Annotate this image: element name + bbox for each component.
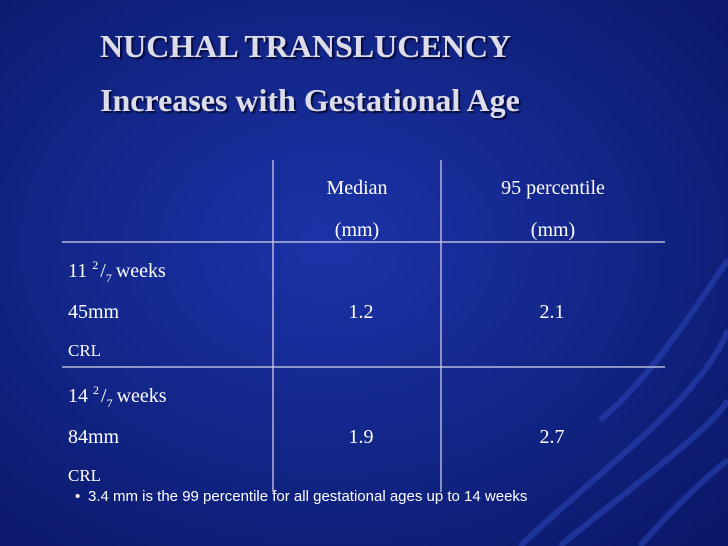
p95-cell: 2.7 [540, 426, 565, 448]
footnote-bullet: • [75, 488, 80, 505]
p95-cell: 2.1 [540, 301, 565, 323]
frac-den: 7 [107, 396, 113, 410]
header-cell: Median [326, 177, 387, 199]
row-label-crl: CRL [68, 341, 101, 360]
title-line2: Increases with Gestational Age [100, 82, 520, 118]
row-label-weeks: 14 2/7 weeks [68, 383, 167, 410]
weeks-whole: 14 [68, 385, 88, 407]
frac-sep: / [101, 385, 107, 407]
frac-sep: / [100, 260, 106, 282]
frac-num: 2 [92, 258, 98, 272]
frac-num: 2 [93, 383, 99, 397]
decoration [517, 258, 728, 546]
frac-den: 7 [106, 271, 112, 285]
header-cell: 95 percentile [501, 177, 605, 199]
median-cell: 1.2 [349, 301, 374, 323]
header-cell: (mm) [335, 219, 379, 241]
row-label-crl-value: 84mm [68, 426, 120, 448]
weeks-unit: weeks [117, 385, 167, 407]
title-line1: NUCHAL TRANSLUCENCY [100, 28, 511, 64]
weeks-unit: weeks [116, 260, 166, 282]
row-label-weeks: 11 2/7 weeks [68, 258, 166, 285]
footnote: 3.4 mm is the 99 percentile for all gest… [88, 488, 527, 505]
header-cell: (mm) [531, 219, 575, 241]
row-label-crl: CRL [68, 466, 101, 485]
weeks-whole: 11 [68, 260, 87, 282]
median-cell: 1.9 [349, 426, 374, 448]
row-label-crl-value: 45mm [68, 301, 120, 323]
